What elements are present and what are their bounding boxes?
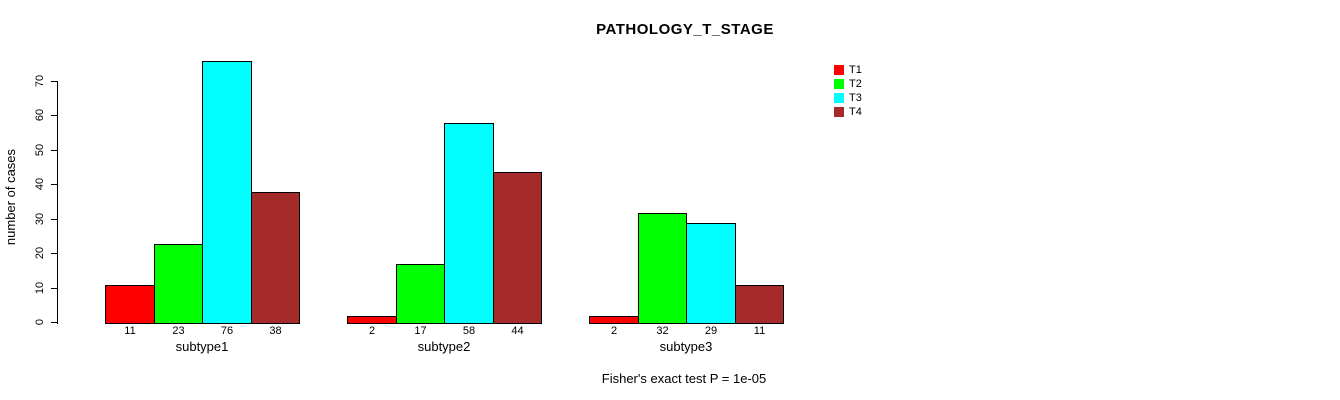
bar-subtype3-T4 (735, 285, 784, 324)
legend-swatch-T2 (834, 79, 844, 89)
bar-value-label-subtype3-T3: 29 (704, 325, 718, 337)
bar-subtype1-T4 (251, 192, 300, 324)
y-tick-label: 10 (34, 281, 46, 295)
y-axis-line (57, 81, 58, 324)
legend-label-T4: T4 (849, 106, 862, 118)
legend-label-T2: T2 (849, 78, 862, 90)
y-tick-label: 20 (34, 246, 46, 260)
bar-subtype2-T1 (347, 316, 397, 324)
bar-subtype1-T3 (202, 61, 252, 324)
bar-value-label-subtype2-T3: 58 (462, 325, 476, 337)
bar-subtype2-T2 (396, 264, 445, 324)
bar-subtype3-T3 (686, 223, 736, 324)
bar-subtype3-T2 (638, 213, 687, 324)
bar-value-label-subtype2-T4: 44 (511, 325, 524, 337)
bar-subtype1-T2 (154, 244, 203, 324)
y-tick-label: 40 (34, 177, 46, 191)
y-tick (51, 150, 58, 151)
y-tick (51, 219, 58, 220)
bar-value-label-subtype2-T2: 17 (414, 325, 427, 337)
bar-value-label-subtype3-T4: 11 (753, 325, 766, 337)
legend-label-T3: T3 (849, 92, 862, 104)
chart-title: PATHOLOGY_T_STAGE (596, 21, 774, 38)
legend-swatch-T3 (834, 93, 844, 103)
bar-value-label-subtype1-T4: 38 (269, 325, 282, 337)
category-label-subtype2: subtype2 (417, 339, 471, 354)
bar-value-label-subtype3-T1: 2 (610, 325, 618, 337)
y-tick-label: 0 (34, 318, 46, 326)
bar-value-label-subtype2-T1: 2 (368, 325, 376, 337)
y-tick (51, 322, 58, 323)
bar-value-label-subtype1-T3: 76 (220, 325, 234, 337)
bar-value-label-subtype1-T2: 23 (172, 325, 185, 337)
category-label-subtype3: subtype3 (659, 339, 713, 354)
bar-subtype2-T4 (493, 172, 542, 324)
y-tick-label: 50 (34, 143, 46, 157)
bar-subtype3-T1 (589, 316, 639, 324)
bar-value-label-subtype3-T2: 32 (656, 325, 669, 337)
annotation-fisher-test: Fisher's exact test P = 1e-05 (601, 371, 767, 386)
bar-subtype1-T1 (105, 285, 155, 324)
legend-swatch-T4 (834, 107, 844, 117)
y-tick-label: 70 (34, 74, 46, 88)
y-tick (51, 253, 58, 254)
y-axis-title: number of cases (3, 148, 18, 246)
bar-value-label-subtype1-T1: 11 (124, 325, 136, 337)
legend-label-T1: T1 (849, 64, 862, 76)
bar-subtype2-T3 (444, 123, 494, 324)
y-tick-label: 60 (34, 108, 46, 122)
y-tick (51, 288, 58, 289)
y-tick-label: 30 (34, 212, 46, 226)
y-tick (51, 184, 58, 185)
y-tick (51, 115, 58, 116)
legend-swatch-T1 (834, 65, 844, 75)
category-label-subtype1: subtype1 (175, 339, 229, 354)
y-tick (51, 81, 58, 82)
